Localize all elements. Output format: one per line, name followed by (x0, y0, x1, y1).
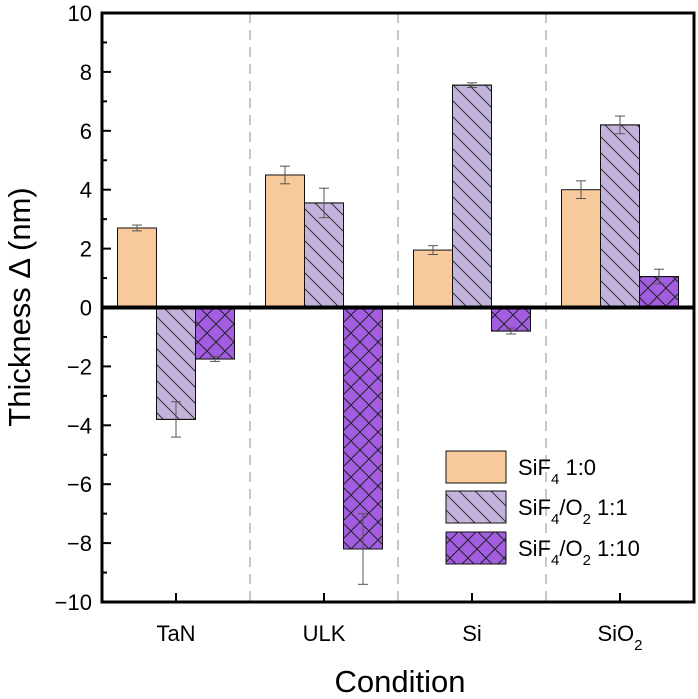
error-bar (171, 401, 181, 438)
error-bar (358, 513, 368, 585)
error-bar (654, 268, 664, 285)
bar-hatch-sif4-o2-1-1-tan (156, 307, 196, 420)
bar-hatch-sif4-o2-1-1-si (452, 84, 492, 308)
legend-label: SiF4 1:0 (518, 455, 596, 488)
legend-swatch (445, 450, 507, 484)
bar-hatch-sif4-o2-1-1-ulk (304, 202, 344, 308)
error-bar (576, 180, 586, 200)
legend-item: SiF4 1:0 (445, 450, 596, 488)
bar-hatch-sif4-o2-1-1-sio2 (600, 124, 640, 308)
bar-hatch-sif4-o2-1-10-ulk (343, 307, 383, 550)
error-bar (319, 187, 329, 219)
x-tick-label: ULK (303, 621, 346, 646)
y-tick-label: 2 (80, 237, 92, 262)
bar-hatch-sif4-o2-1-10-si (491, 307, 531, 332)
y-tick-label: 6 (80, 119, 92, 144)
legend-label: SiF4/O2 1:10 (518, 536, 640, 569)
x-axis-title: Condition (335, 664, 466, 699)
bar-sif4-1-0-si (413, 249, 453, 308)
y-axis-title: Thickness Δ (nm) (2, 187, 37, 426)
y-tick-label: −8 (67, 531, 92, 556)
x-tick-label: Si (462, 621, 482, 646)
error-bar (210, 356, 220, 362)
error-bars-layer (132, 82, 664, 585)
x-ticks-layer: TaN ULK Si SiO2 (156, 593, 643, 654)
y-tick-label: 8 (80, 60, 92, 85)
bar-sif4-1-0-tan (117, 227, 157, 308)
error-bar (467, 82, 477, 89)
error-bar (428, 245, 438, 255)
y-tick-label: 10 (68, 1, 92, 26)
x-tick-label: TaN (156, 621, 195, 646)
error-bar (280, 165, 290, 185)
bar-hatch-sif4-o2-1-10-tan (195, 307, 235, 360)
error-bar (506, 327, 516, 335)
legend-label: SiF4/O2 1:1 (518, 495, 628, 528)
y-tick-label: −6 (67, 472, 92, 497)
x-tick-label: SiO2 (597, 621, 642, 654)
bar-sif4-1-0-sio2 (561, 189, 601, 308)
y-tick-label: −10 (55, 590, 92, 615)
error-bar (615, 115, 625, 135)
legend-swatch-hatch (445, 531, 507, 565)
y-tick-label: 4 (80, 178, 92, 203)
legend-swatch-hatch (445, 490, 507, 524)
y-tick-label: −4 (67, 413, 92, 438)
y-ticks-layer: −10 −8 −6 −4 −2 0 2 4 6 8 10 (55, 1, 111, 615)
y-tick-label: 0 (80, 296, 92, 321)
legend-item: SiF4/O2 1:10 (445, 531, 640, 569)
error-bar (132, 224, 142, 232)
y-tick-label: −2 (67, 354, 92, 379)
legend-item: SiF4/O2 1:1 (445, 490, 628, 528)
legend: SiF4 1:0 SiF4/O2 1:1 SiF4/O2 1:10 (445, 450, 640, 569)
bars-layer (117, 84, 679, 550)
bar-sif4-1-0-ulk (265, 174, 305, 308)
